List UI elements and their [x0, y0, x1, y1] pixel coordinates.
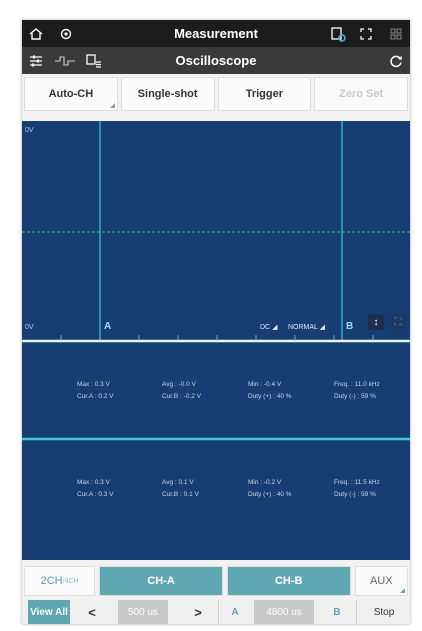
- axis-ticks: [60, 335, 374, 341]
- ch1-avg: Avg : -0.0 V: [162, 381, 196, 388]
- vertical-adjust-icon[interactable]: ↕: [368, 314, 384, 330]
- ch1-avg-stat: Avg : -0.0 V Cur.B : -0.2 V: [162, 379, 201, 403]
- page-title: Measurement: [174, 26, 258, 41]
- top-bar: Measurement: [22, 20, 410, 47]
- ch-a-button[interactable]: CH-A: [99, 566, 223, 596]
- stop-label: Stop: [373, 606, 395, 618]
- ch2-duty-neg: Duty (-) : 59 %: [334, 491, 376, 498]
- lower-scale-label: 0V: [25, 324, 34, 331]
- save-record-icon[interactable]: [328, 24, 348, 44]
- ch1-duty-neg: Duty (-) : 59 %: [334, 393, 376, 400]
- save-list-icon[interactable]: [84, 51, 104, 71]
- app-window: Measurement Oscilloscope Auto-CH: [22, 20, 410, 624]
- channel-mode-button[interactable]: 2CH/4CH: [24, 566, 96, 596]
- trigger-mode-select[interactable]: NORMAL ◢: [288, 324, 326, 331]
- cursor-a-tag: A: [228, 600, 242, 624]
- ch2-max-stat: Max : 0.3 V Cur.A : 0.3 V: [77, 477, 114, 501]
- expand-icon[interactable]: ⛶: [390, 314, 406, 330]
- waveform-settings-icon[interactable]: [52, 51, 78, 71]
- cursor-b-tag: B: [330, 600, 344, 624]
- channel-bar: 2CH/4CH CH-A CH-B AUX: [22, 566, 410, 596]
- prev-label: <: [88, 604, 96, 620]
- zero-set-label: Zero Set: [339, 88, 384, 100]
- ch2-cur-b: Cur.B : 0.1 V: [162, 491, 199, 498]
- next-label: >: [194, 604, 202, 620]
- grid-icon[interactable]: [386, 24, 406, 44]
- ch2-min: Min : -0.2 V: [248, 479, 282, 486]
- aux-label: AUX: [369, 575, 393, 587]
- cursor-delta-label: 4800 us: [266, 606, 302, 618]
- divider-2: [356, 600, 357, 624]
- cursor-a-tag-label: A: [231, 606, 239, 618]
- ch1-freq: Freq. : 11.0 kHz: [334, 381, 380, 388]
- ch2-freq: Freq. : 11.5 kHz: [334, 479, 380, 486]
- divider: [218, 600, 219, 624]
- ch-b-label: CH-B: [274, 575, 303, 587]
- coupling-select[interactable]: DC ◢: [260, 324, 278, 331]
- dropdown-corner-icon: [109, 103, 115, 108]
- ch2-max: Max : 0.3 V: [77, 479, 110, 486]
- bottom-controls: View All < 500 us > A 4800 us B Stop: [22, 600, 410, 624]
- oscilloscope-screen[interactable]: 0V 0V A B DC ◢ NORMAL ◢ ↕ ⛶ Max : 0.3 V …: [22, 121, 410, 560]
- cursor-a-label[interactable]: A: [104, 321, 112, 332]
- view-all-label: View All: [30, 606, 68, 618]
- ch1-duty-pos: Duty (+) : 40 %: [248, 393, 292, 400]
- ch1-min-stat: Min : -0.4 V Duty (+) : 40 %: [248, 379, 292, 403]
- view-all-button[interactable]: View All: [28, 600, 70, 624]
- cursor-b-tag-label: B: [333, 606, 341, 618]
- home-icon[interactable]: [26, 24, 46, 44]
- upper-scale-label: 0V: [25, 127, 34, 134]
- aux-corner-icon: [399, 588, 405, 593]
- trigger-button[interactable]: Trigger: [217, 77, 312, 111]
- ch1-max: Max : 0.3 V: [77, 381, 110, 388]
- ch1-max-stat: Max : 0.3 V Cur.A : 0.2 V: [77, 379, 114, 403]
- single-shot-label: Single-shot: [137, 88, 198, 100]
- section-title: Oscilloscope: [175, 53, 257, 68]
- cursor-delta-value[interactable]: 4800 us: [254, 600, 314, 624]
- timebase-label: 500 us: [127, 606, 159, 618]
- ch2-duty-pos: Duty (+) : 40 %: [248, 491, 292, 498]
- ch2-freq-stat: Freq. : 11.5 kHz Duty (-) : 59 %: [334, 477, 380, 501]
- sliders-icon[interactable]: [26, 51, 46, 71]
- ch1-freq-stat: Freq. : 11.0 kHz Duty (-) : 59 %: [334, 379, 380, 403]
- coupling-value: DC: [260, 324, 271, 331]
- next-button[interactable]: >: [190, 600, 206, 624]
- settings-icon[interactable]: [56, 24, 76, 44]
- sub-bar: Oscilloscope: [22, 47, 410, 74]
- ch2-cur-a: Cur.A : 0.3 V: [77, 491, 114, 498]
- fullscreen-icon[interactable]: [356, 24, 376, 44]
- refresh-icon[interactable]: [386, 51, 406, 71]
- scope-graph: [22, 121, 410, 441]
- auto-ch-button[interactable]: Auto-CH: [24, 77, 118, 111]
- ch2-avg-stat: Avg : 0.1 V Cur.B : 0.1 V: [162, 477, 199, 501]
- ch1-cur-a: Cur.A : 0.2 V: [77, 393, 114, 400]
- ch1-cur-b: Cur.B : -0.2 V: [162, 393, 202, 400]
- stop-button[interactable]: Stop: [366, 600, 402, 624]
- timebase-value[interactable]: 500 us: [118, 600, 168, 624]
- ch2-avg: Avg : 0.1 V: [162, 479, 194, 486]
- ch2-min-stat: Min : -0.2 V Duty (+) : 40 %: [248, 477, 292, 501]
- trigger-label: Trigger: [245, 88, 284, 100]
- channel-mode-main: 2CH: [40, 575, 63, 587]
- single-shot-button[interactable]: Single-shot: [120, 77, 215, 111]
- auto-ch-label: Auto-CH: [48, 88, 94, 100]
- aux-button[interactable]: AUX: [354, 566, 408, 596]
- zero-set-button[interactable]: Zero Set: [314, 77, 408, 111]
- ch1-min: Min : -0.4 V: [248, 381, 282, 388]
- ch-a-label: CH-A: [147, 575, 175, 587]
- channel-mode-sub: /4CH: [62, 577, 79, 585]
- cursor-b-label[interactable]: B: [346, 321, 354, 332]
- ch-b-button[interactable]: CH-B: [226, 566, 351, 596]
- trigger-mode-value: NORMAL: [288, 324, 318, 331]
- mode-bar: Auto-CH Single-shot Trigger Zero Set: [22, 77, 410, 111]
- prev-button[interactable]: <: [84, 600, 100, 624]
